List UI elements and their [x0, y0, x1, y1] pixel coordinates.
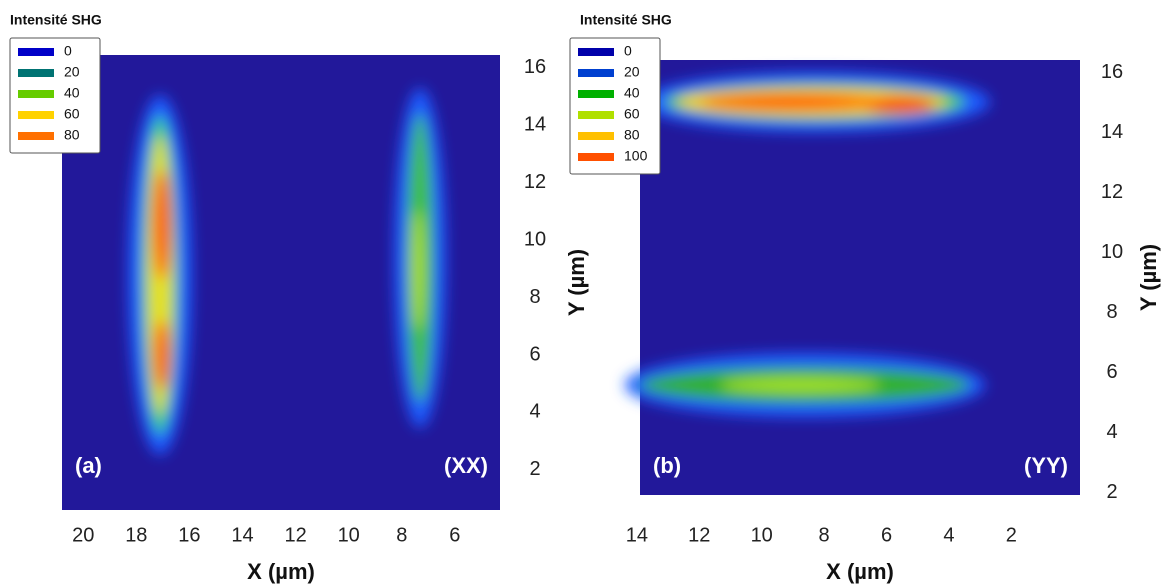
legend-label: 60: [624, 106, 640, 122]
y-tick-label: 16: [524, 56, 546, 78]
legend-title: Intensité SHG: [10, 12, 102, 28]
x-axis-label: X (µm): [247, 559, 315, 584]
legend-swatch: [18, 90, 54, 98]
x-axis-label: X (µm): [826, 559, 894, 584]
y-axis-label: Y (µm): [1136, 244, 1161, 311]
y-tick-label: 2: [529, 458, 540, 480]
panel-annotation: (YY): [1024, 453, 1068, 478]
legend-title: Intensité SHG: [580, 12, 672, 28]
x-tick-label: 20: [72, 524, 94, 546]
heatmap-b: [625, 60, 1080, 495]
legend-label: 80: [64, 127, 80, 143]
heatmap-a: [62, 55, 500, 510]
panel-annotation: (b): [653, 453, 681, 478]
legend-swatch: [578, 90, 614, 98]
y-tick-label: 6: [1106, 361, 1117, 383]
y-tick-label: 8: [1106, 301, 1117, 323]
x-tick-label: 14: [231, 524, 253, 546]
y-tick-label: 2: [1106, 481, 1117, 503]
y-tick-label: 12: [524, 171, 546, 193]
y-tick-label: 8: [529, 286, 540, 308]
legend-swatch: [578, 132, 614, 140]
y-axis-label: Y (µm): [564, 249, 589, 316]
legend-swatch: [578, 153, 614, 161]
y-tick-label: 10: [1101, 241, 1123, 263]
y-tick-label: 14: [524, 114, 546, 136]
x-tick-label: 8: [819, 524, 830, 546]
legend-swatch: [18, 69, 54, 77]
x-tick-label: 14: [626, 524, 648, 546]
x-tick-label: 12: [284, 524, 306, 546]
y-tick-label: 6: [529, 343, 540, 365]
legend-label: 0: [624, 43, 632, 59]
legend-swatch: [18, 111, 54, 119]
y-tick-label: 12: [1101, 181, 1123, 203]
x-tick-label: 10: [751, 524, 773, 546]
y-tick-label: 4: [529, 401, 540, 423]
x-tick-label: 2: [1006, 524, 1017, 546]
panel-annotation: (XX): [444, 453, 488, 478]
legend-swatch: [578, 48, 614, 56]
x-tick-label: 6: [881, 524, 892, 546]
legend-swatch: [18, 48, 54, 56]
legend-swatch: [18, 132, 54, 140]
y-tick-label: 16: [1101, 61, 1123, 83]
legend-label: 20: [64, 64, 80, 80]
x-tick-label: 6: [449, 524, 460, 546]
legend-label: 100: [624, 148, 648, 164]
x-tick-label: 10: [338, 524, 360, 546]
y-tick-label: 14: [1101, 121, 1123, 143]
x-tick-label: 8: [396, 524, 407, 546]
legend-box: [9, 37, 101, 154]
legend-label: 80: [624, 127, 640, 143]
legend-label: 0: [64, 43, 72, 59]
y-tick-label: 4: [1106, 421, 1117, 443]
legend-label: 60: [64, 106, 80, 122]
legend-swatch: [578, 69, 614, 77]
x-tick-label: 12: [688, 524, 710, 546]
x-tick-label: 18: [125, 524, 147, 546]
y-tick-label: 10: [524, 228, 546, 250]
legend-label: 40: [64, 85, 80, 101]
x-tick-label: 16: [178, 524, 200, 546]
legend-label: 20: [624, 64, 640, 80]
panel-annotation: (a): [75, 453, 102, 478]
legend-swatch: [578, 111, 614, 119]
legend-label: 40: [624, 85, 640, 101]
x-tick-label: 4: [943, 524, 954, 546]
